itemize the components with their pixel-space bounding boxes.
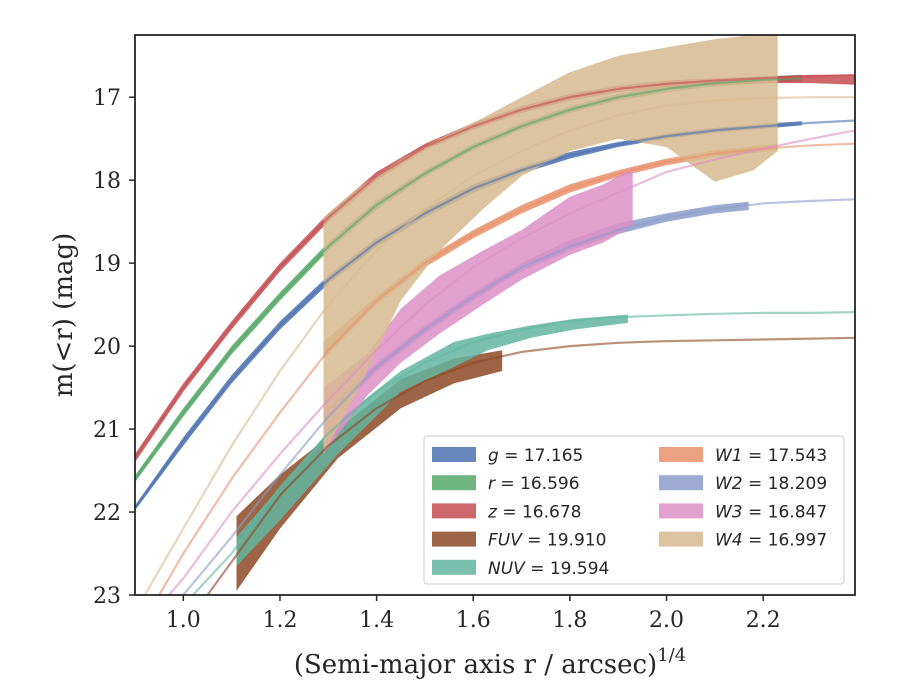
curve-w3 [167,129,855,595]
legend-label-r: r = 16.596 [488,474,580,494]
y-axis-label: m(<r) (mag) [49,233,79,398]
legend-swatch-w3 [659,503,703,519]
legend-label-nuv: NUV = 19.594 [488,559,609,579]
legend: g = 17.165 r = 16.596 z = 16.678 FUV = 19.9… [423,435,845,585]
y-tick-label: 18 [93,169,121,194]
band-nuv [236,314,628,566]
x-tick-label: 1.6 [456,608,491,633]
legend-swatch-w2 [659,475,703,491]
x-tick-label: 1.0 [166,608,201,633]
band-fuv [236,350,503,591]
y-tick-label: 23 [93,584,121,609]
legend-swatch-nuv [432,559,476,575]
model-curves [135,73,855,595]
legend-label-w1: W1 = 17.543 [715,446,827,466]
axis-ticks: 1.0 1.2 1.4 1.6 1.8 2.0 2.2 17 18 19 20 21 22 23 [93,86,781,633]
curve-z [135,73,855,459]
curve-r [135,77,802,480]
legend-box [423,435,845,585]
x-tick-label: 1.8 [552,608,587,633]
y-tick-label: 19 [93,252,121,277]
y-tick-label: 20 [93,335,121,360]
x-tick-label: 1.4 [359,608,394,633]
legend-label-g: g = 17.165 [488,446,583,466]
y-tick-label: 22 [93,501,121,526]
x-tick-label: 2.0 [649,608,684,633]
curve-nuv [192,311,855,595]
legend-swatch-z [432,503,476,519]
band-w3 [323,167,633,454]
curve-g [135,119,855,509]
legend-label-z: z = 16.678 [487,502,581,522]
curve-fuv [206,336,855,595]
legend-swatch-w1 [659,447,703,462]
curve-w2 [182,198,855,595]
legend-label-w4: W4 = 16.997 [715,531,827,551]
legend-swatch-fuv [432,531,476,547]
y-tick-label: 17 [93,86,121,111]
plot-frame [134,34,856,596]
legend-label-w3: W3 = 16.847 [715,502,827,522]
legend-swatch-w4 [659,531,703,547]
band-w4 [323,35,778,454]
x-tick-label: 1.2 [262,608,297,633]
legend-label-w2: W2 = 18.209 [715,474,827,494]
legend-swatch-r [432,475,476,491]
legend-swatch-g [432,447,476,462]
legend-label-fuv: FUV = 19.910 [488,531,606,551]
curve-w4 [143,96,855,595]
x-tick-label: 2.2 [746,608,781,633]
y-tick-label: 21 [93,418,121,443]
x-axis-label: (Semi-major axis r / arcsec)1/4 [294,645,686,680]
curve-w1 [158,142,855,595]
